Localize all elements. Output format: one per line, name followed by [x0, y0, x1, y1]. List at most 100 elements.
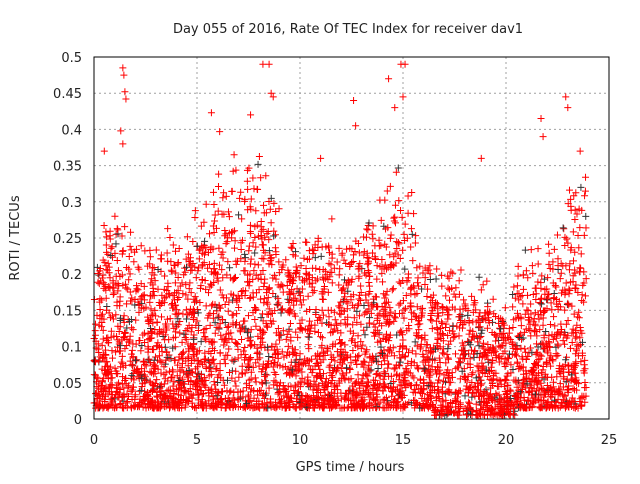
data-point: [248, 402, 256, 410]
data-point: [192, 297, 200, 305]
data-point: [212, 224, 220, 232]
data-point: [444, 354, 452, 362]
data-point: [537, 295, 545, 303]
data-point: [519, 355, 527, 363]
data-point: [119, 247, 127, 255]
data-point: [296, 289, 304, 297]
data-point: [171, 279, 179, 287]
data-point: [483, 277, 491, 285]
data-point: [164, 225, 172, 233]
data-point: [570, 361, 578, 369]
data-point: [340, 356, 348, 364]
data-point: [437, 324, 445, 332]
data-point: [250, 394, 258, 402]
data-point: [497, 380, 505, 388]
data-point: [547, 352, 555, 360]
data-point: [264, 286, 272, 294]
data-point: [321, 275, 329, 283]
data-point: [276, 387, 284, 395]
data-point: [390, 398, 398, 406]
data-point: [299, 360, 307, 368]
data-point: [540, 331, 548, 339]
data-point: [206, 309, 214, 317]
data-point: [407, 225, 415, 233]
data-point: [397, 206, 405, 214]
data-point: [532, 328, 540, 336]
data-point: [572, 189, 580, 197]
data-point: [148, 330, 156, 338]
data-point: [153, 376, 161, 384]
data-point: [144, 356, 152, 364]
data-point: [303, 238, 311, 246]
data-point: [107, 252, 115, 260]
data-point: [395, 240, 403, 248]
data-point: [557, 260, 565, 268]
data-point: [517, 313, 525, 321]
data-point: [264, 300, 272, 308]
data-point: [448, 327, 456, 335]
data-point: [561, 392, 569, 400]
data-point: [509, 410, 517, 418]
data-point: [338, 360, 346, 368]
data-point: [427, 389, 435, 397]
data-point: [281, 385, 289, 393]
data-point: [219, 274, 227, 282]
data-point: [279, 261, 287, 269]
data-point: [288, 244, 296, 252]
data-point: [298, 301, 306, 309]
data-point: [378, 263, 386, 271]
data-point: [319, 296, 327, 304]
data-point: [521, 345, 529, 353]
data-point: [190, 355, 198, 363]
data-point: [413, 279, 421, 287]
data-point: [225, 334, 233, 342]
data-point: [413, 264, 421, 272]
data-point: [523, 306, 531, 314]
data-point: [573, 210, 581, 218]
y-tick-label: 0.3: [61, 196, 82, 211]
data-point: [157, 255, 165, 263]
data-point: [225, 298, 233, 306]
data-point: [317, 333, 325, 341]
data-point: [254, 388, 262, 396]
data-point: [233, 310, 241, 318]
data-point: [263, 230, 271, 238]
data-point: [169, 368, 177, 376]
data-point: [102, 228, 110, 236]
data-point: [386, 251, 394, 259]
data-point: [347, 359, 355, 367]
data-point: [381, 395, 389, 403]
data-point: [250, 267, 258, 275]
data-point: [123, 300, 131, 308]
data-point: [179, 290, 187, 298]
data-point: [545, 249, 553, 257]
data-point: [374, 311, 382, 319]
data-point: [426, 316, 434, 324]
data-point: [265, 198, 273, 206]
data-point: [195, 264, 203, 272]
data-point: [366, 272, 374, 280]
data-point: [320, 288, 328, 296]
data-point: [562, 356, 570, 364]
data-point: [488, 406, 496, 414]
data-point: [531, 322, 539, 330]
data-point: [438, 319, 446, 327]
data-point: [161, 294, 169, 302]
data-point: [180, 330, 188, 338]
data-point: [273, 300, 281, 308]
data-point: [205, 230, 213, 238]
data-point: [483, 407, 491, 415]
data-point: [287, 394, 295, 402]
data-point: [313, 393, 321, 401]
data-point: [554, 342, 562, 350]
data-point: [146, 315, 154, 323]
data-point: [519, 300, 527, 308]
data-point: [530, 315, 538, 323]
data-point: [140, 329, 148, 337]
data-point: [120, 393, 128, 401]
data-point: [536, 307, 544, 315]
data-point: [494, 402, 502, 410]
data-point: [287, 383, 295, 391]
data-point: [414, 364, 422, 372]
data-point: [335, 281, 343, 289]
